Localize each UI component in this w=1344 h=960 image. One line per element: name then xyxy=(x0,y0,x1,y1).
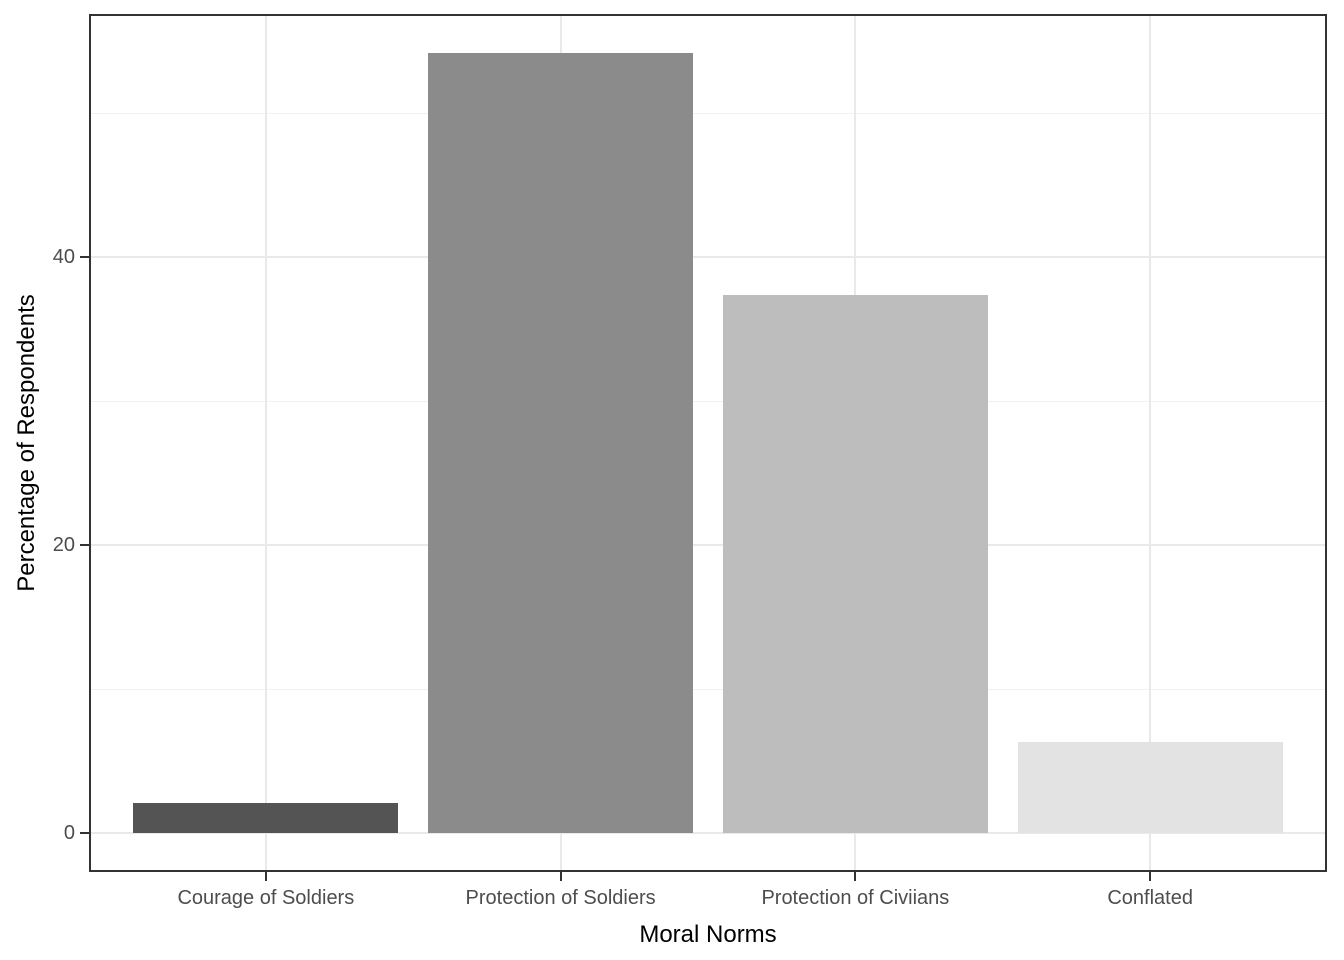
x-tick-mark-4 xyxy=(1149,872,1152,881)
x-tick-label-1: Courage of Soldiers xyxy=(177,887,355,909)
x-tick-label-3: Protection of Civiians xyxy=(761,887,950,909)
gridline-minor-y-50 xyxy=(89,112,1327,114)
y-axis-title: Percentage of Respondents xyxy=(13,294,40,592)
bar-protection-of-civiians xyxy=(722,294,989,834)
bar-conflated xyxy=(1017,742,1283,834)
gridline-major-x-1 xyxy=(264,14,267,872)
y-tick-label-0: 0 xyxy=(63,822,75,845)
bar-protection-of-soldiers xyxy=(427,52,694,834)
y-tick-label-40: 40 xyxy=(52,246,75,269)
y-tick-label-20: 20 xyxy=(52,534,75,557)
gridline-major-y-20 xyxy=(89,544,1327,547)
x-tick-mark-1 xyxy=(264,872,267,881)
gridline-major-y-40 xyxy=(89,256,1327,259)
x-tick-label-4: Conflated xyxy=(1107,887,1193,909)
x-tick-mark-3 xyxy=(854,872,857,881)
x-tick-label-2: Protection of Soldiers xyxy=(465,887,656,909)
gridline-minor-y-30 xyxy=(89,400,1327,402)
y-tick-mark-20 xyxy=(80,544,89,547)
y-tick-mark-0 xyxy=(80,832,89,835)
gridline-minor-y-10 xyxy=(89,688,1327,690)
bar-courage-of-soldiers xyxy=(133,802,399,834)
x-tick-mark-2 xyxy=(559,872,562,881)
x-axis-title: Moral Norms xyxy=(639,921,777,948)
y-tick-mark-40 xyxy=(80,256,89,259)
